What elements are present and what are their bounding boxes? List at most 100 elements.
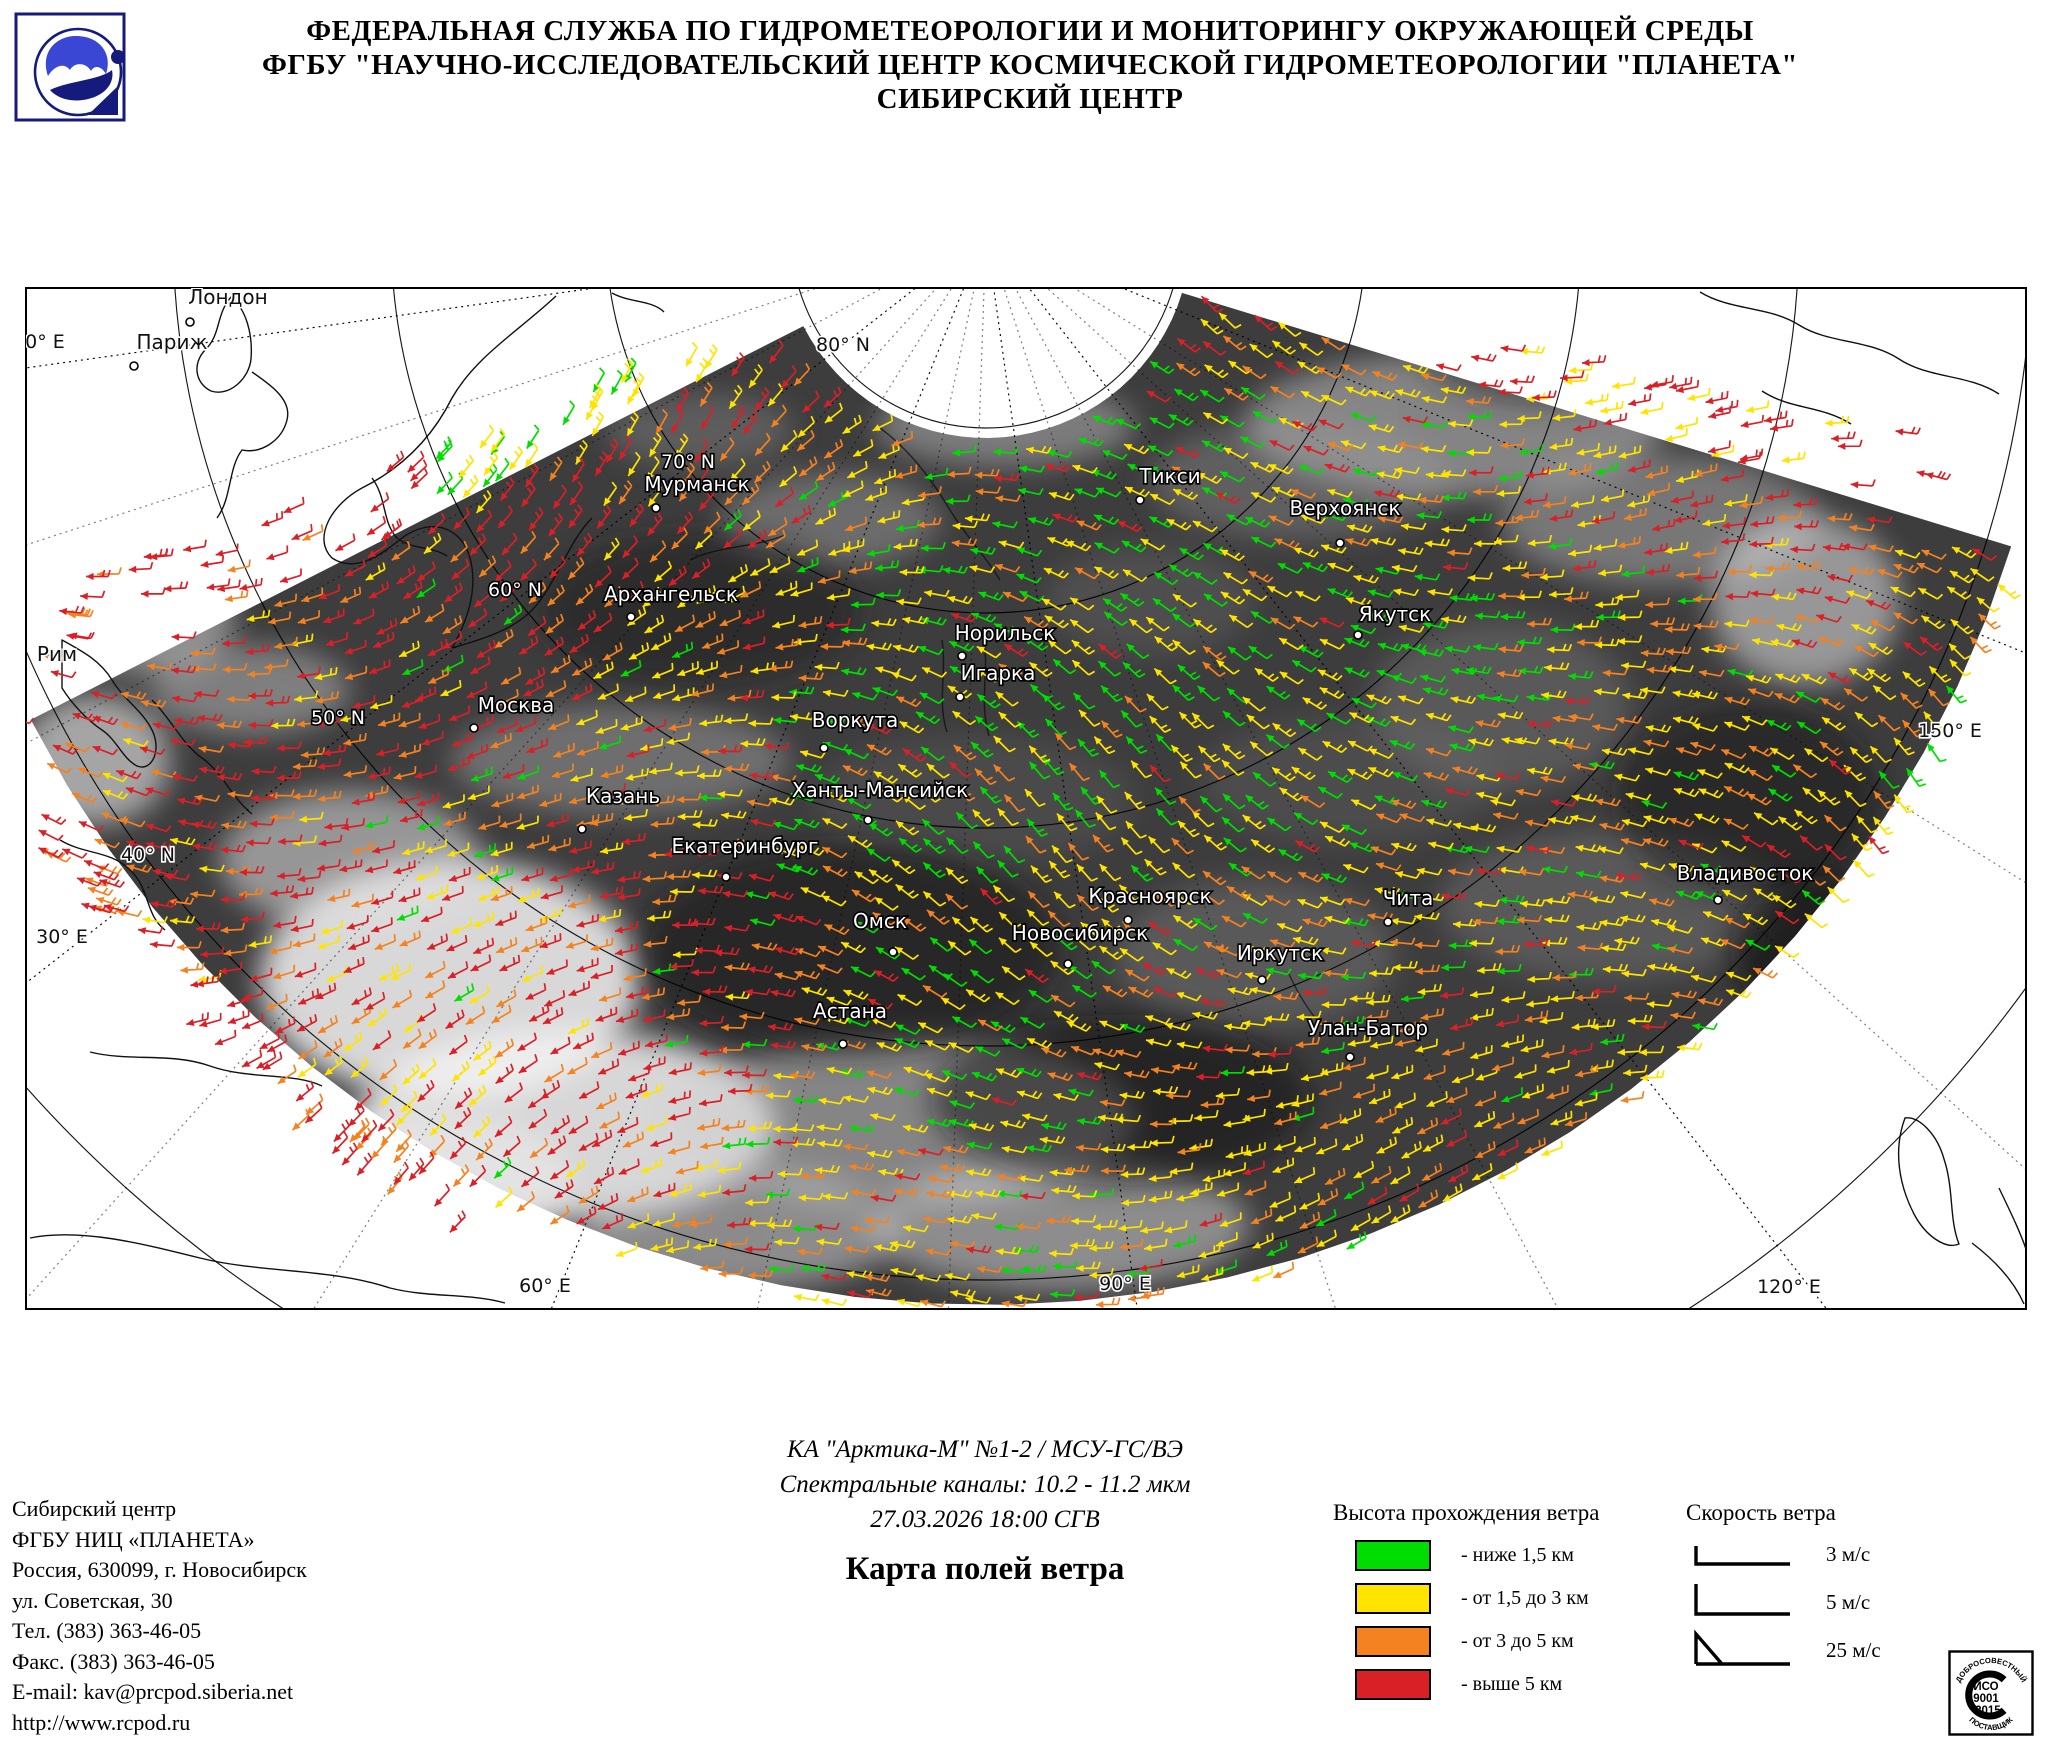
city-dot xyxy=(1063,959,1073,969)
city-dot xyxy=(626,612,636,622)
red-swatch xyxy=(1355,1669,1431,1700)
map-label: Лондон xyxy=(188,285,268,309)
map-label: Норильск xyxy=(955,621,1056,645)
coastline xyxy=(61,639,157,768)
contact-line: Факс. (383) 363-46-05 xyxy=(12,1648,215,1674)
legend-row: - от 1,5 до 3 км xyxy=(1333,1577,1663,1620)
legend-row: - ниже 1,5 км xyxy=(1333,1534,1663,1577)
coastline xyxy=(323,295,557,649)
legend-speed-title: Скорость ветра xyxy=(1686,1500,1836,1525)
wind-barb-3ms-icon xyxy=(1694,1546,1790,1566)
map-label: Воркута xyxy=(812,708,898,732)
contact-line: Сибирский центр xyxy=(12,1496,177,1521)
legend-label: - от 1,5 до 3 км xyxy=(1461,1587,1589,1609)
contact-line: E-mail: kav@prcpod.siberia.net xyxy=(12,1679,294,1704)
map-label: Чита xyxy=(1383,886,1434,910)
coastline xyxy=(371,477,448,557)
legend-label: 25 м/с xyxy=(1826,1637,1881,1662)
city-dot xyxy=(577,824,587,834)
meridian-line xyxy=(26,288,938,1301)
map-label: Москва xyxy=(478,693,555,717)
planeta-logo-icon xyxy=(14,12,126,122)
coastline xyxy=(196,296,253,393)
map-label: Верхоянск xyxy=(1290,496,1401,520)
map-label: 50° N xyxy=(311,707,365,729)
map-label: 60° E xyxy=(519,1275,571,1297)
city-dot xyxy=(1345,1052,1355,1062)
map-label: Якутск xyxy=(1359,602,1432,626)
map-label: Иркутск xyxy=(1237,941,1323,965)
contact-line: ФГБУ НИЦ «ПЛАНЕТА» xyxy=(12,1526,255,1552)
coastline xyxy=(1761,390,1852,425)
map-label: Париж xyxy=(136,330,207,354)
datetime-line: 27.03.2026 18:00 СГВ xyxy=(870,1506,1100,1533)
legend-wind-speed: Скорость ветра 3 м/с 5 м/с 25 м/с xyxy=(1686,1500,1946,1674)
map-label: 60° N xyxy=(488,579,542,601)
stamp-9001: 9001 xyxy=(1973,1693,1999,1705)
meridian-line xyxy=(947,288,985,1309)
legend-wind-height: Высота прохождения ветра - ниже 1,5 км -… xyxy=(1333,1500,1663,1706)
map-label: Омск xyxy=(853,909,907,933)
contact-line: http://www.rcpod.ru xyxy=(12,1709,191,1735)
map-label: Рим xyxy=(37,642,77,666)
legend-row: 25 м/с xyxy=(1686,1626,1946,1674)
city-dot xyxy=(863,815,873,825)
map-label: 0° E xyxy=(25,331,65,353)
channels-line: Спектральные каналы: 10.2 - 11.2 мкм xyxy=(779,1471,1191,1498)
map-label: Владивосток xyxy=(1677,861,1814,885)
meridian-line xyxy=(1028,288,1828,1309)
meridian-line xyxy=(1072,288,2026,884)
coastline xyxy=(1699,291,2000,395)
stamp-iso: ИСО xyxy=(1973,1681,1998,1693)
city-dot xyxy=(1353,630,1363,640)
map-label: 120° E xyxy=(1757,1276,1821,1298)
map-label: 150° E xyxy=(1918,720,1982,742)
coastline xyxy=(59,839,166,931)
city-dot xyxy=(957,651,967,661)
map-label: Улан-Батор xyxy=(1308,1016,1428,1040)
legend-label: - ниже 1,5 км xyxy=(1461,1544,1574,1566)
parallel-line xyxy=(798,288,1174,429)
contact-line: ул. Советская, 30 xyxy=(12,1587,173,1613)
map-label: Игарка xyxy=(961,661,1036,685)
coastline xyxy=(1971,1242,2025,1305)
legend-label: 5 м/с xyxy=(1826,1589,1871,1614)
map-label: 30° E xyxy=(36,926,88,948)
city-dot xyxy=(651,503,661,513)
header-line-3: СИБИРСКИЙ ЦЕНТР xyxy=(876,83,1184,115)
meridian-line xyxy=(1120,288,2026,654)
yellow-swatch xyxy=(1355,1583,1431,1614)
map-label: Екатеринбург xyxy=(671,834,818,858)
coastline xyxy=(1287,971,1327,1031)
map-label: 90° E xyxy=(1099,1273,1151,1295)
meridian-line xyxy=(550,288,965,1309)
coastline xyxy=(879,427,1001,581)
parallel-line xyxy=(393,288,1579,829)
city-dot xyxy=(1257,975,1267,985)
stamp-c-mark xyxy=(1965,1670,2007,1720)
city-dot xyxy=(1383,917,1393,927)
meridian-line xyxy=(1003,288,1337,1309)
header: ФЕДЕРАЛЬНАЯ СЛУЖБА ПО ГИДРОМЕТЕОРОЛОГИИ … xyxy=(130,14,1930,116)
contact-line: Россия, 630099, г. Новосибирск xyxy=(12,1557,307,1582)
city-dot xyxy=(129,361,139,371)
map-label: Новосибирск xyxy=(1012,921,1148,945)
coastline xyxy=(611,292,665,313)
legend-row: 5 м/с xyxy=(1686,1578,1946,1626)
city-dot xyxy=(819,743,829,753)
map-label: 40° N xyxy=(121,844,175,866)
map-label: Казань xyxy=(586,784,660,808)
map-label: 80° N xyxy=(816,334,870,356)
coastline xyxy=(451,517,593,649)
iso-9001-stamp: ДОБРОСОВЕСТНЫЙ ПОСТАВЩИК ИСО 9001 -2015 xyxy=(1948,1650,2034,1736)
city-dot xyxy=(838,1039,848,1049)
legend-label: 3 м/с xyxy=(1826,1541,1871,1566)
coastline xyxy=(689,534,786,561)
contact-block: Сибирский центр ФГБУ НИЦ «ПЛАНЕТА» Росси… xyxy=(12,1494,442,1738)
map-label: Тикси xyxy=(1138,464,1200,488)
map-label: Мурманск xyxy=(644,472,749,496)
city-dot xyxy=(1135,495,1145,505)
city-dot xyxy=(955,692,965,702)
